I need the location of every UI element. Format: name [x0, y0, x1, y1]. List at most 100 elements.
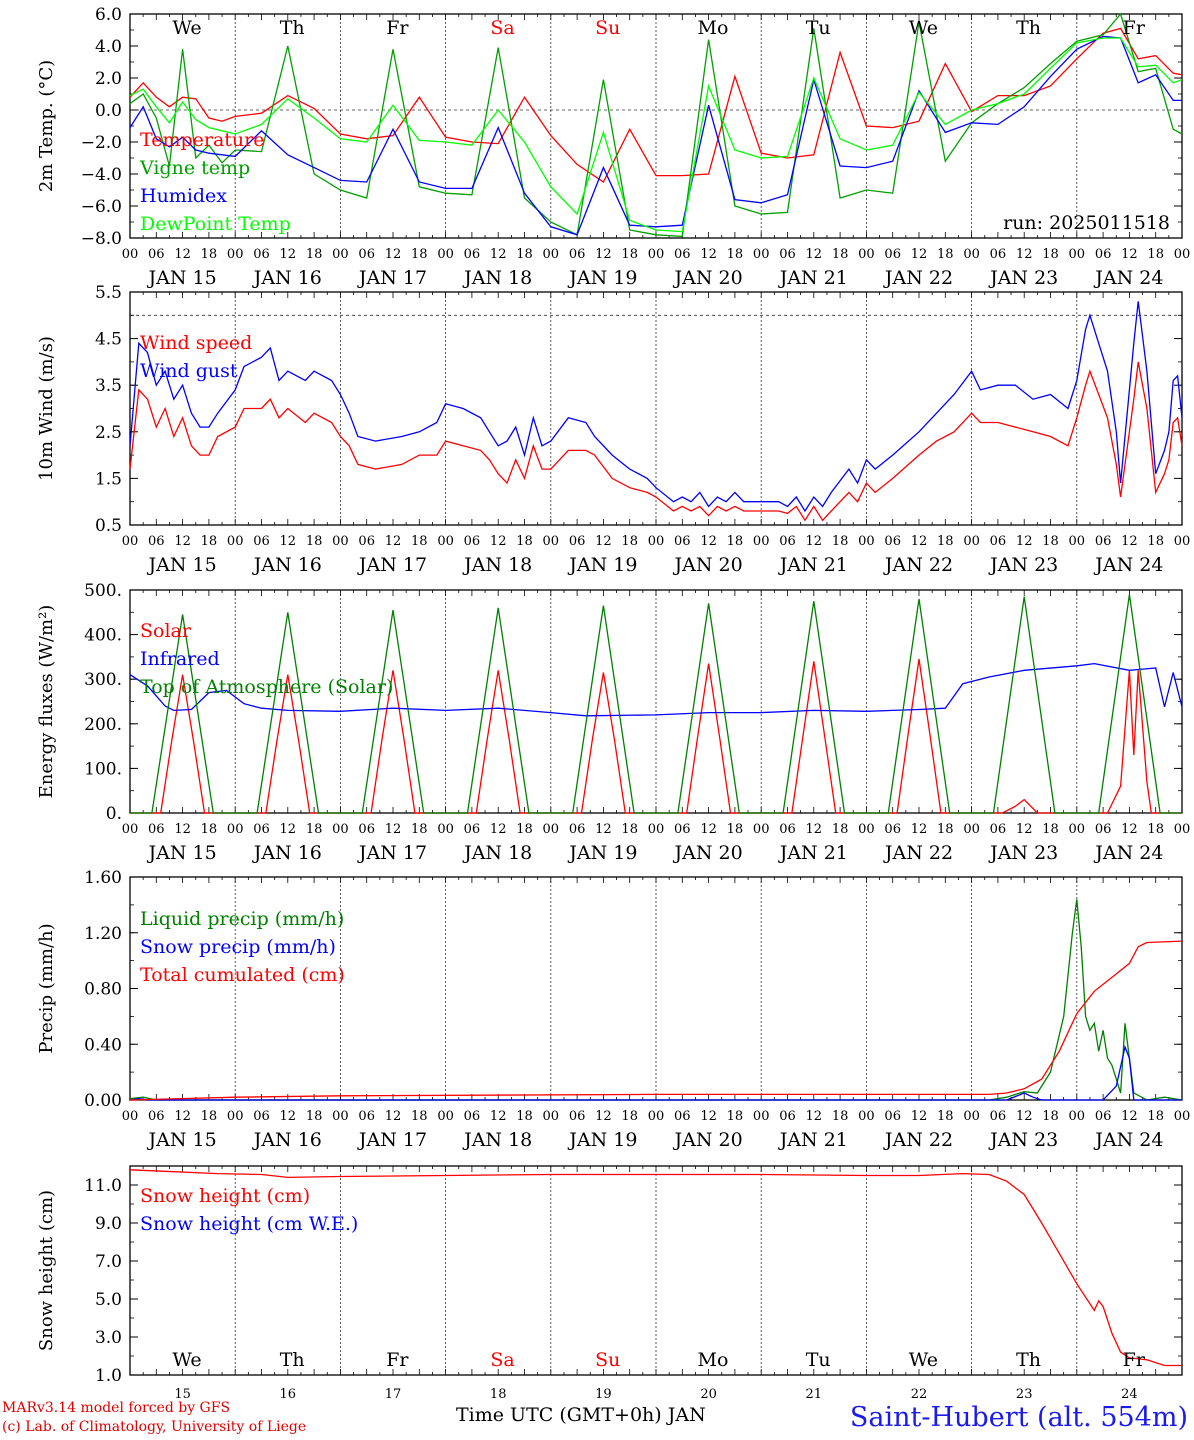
- hour-tick-label: 00: [753, 822, 770, 837]
- hour-tick-label: 12: [280, 534, 297, 549]
- day-label: JAN 21: [778, 554, 848, 576]
- hour-tick-label: 00: [122, 247, 139, 262]
- day-label: JAN 24: [1093, 554, 1163, 576]
- day-label: JAN 23: [988, 1129, 1058, 1151]
- hour-tick-label: 12: [490, 1109, 507, 1124]
- day-label: JAN 23: [988, 554, 1058, 576]
- hour-tick-label: 18: [306, 534, 323, 549]
- hour-tick-label: 00: [753, 534, 770, 549]
- hour-tick-label: 12: [385, 1109, 402, 1124]
- legend-entry: Wind gust: [140, 360, 238, 382]
- hour-tick-label: 06: [1095, 1109, 1112, 1124]
- hour-tick-label: 06: [779, 822, 796, 837]
- y-tick-label: 9.0: [95, 1214, 122, 1234]
- hour-tick-label: 00: [332, 247, 349, 262]
- day-number-label: 22: [911, 1387, 928, 1402]
- hour-tick-label: 18: [1042, 247, 1059, 262]
- hour-tick-label: 18: [1147, 247, 1164, 262]
- hour-tick-label: 06: [990, 822, 1007, 837]
- hour-tick-label: 18: [1147, 1109, 1164, 1124]
- hour-tick-label: 18: [727, 247, 744, 262]
- weekday-label: Su: [595, 1349, 620, 1371]
- hour-tick-label: 00: [122, 534, 139, 549]
- weekday-label: Th: [1016, 17, 1041, 39]
- hour-tick-label: 12: [595, 534, 612, 549]
- day-label: JAN 22: [883, 267, 953, 289]
- day-label: JAN 19: [567, 267, 637, 289]
- hour-tick-label: 12: [595, 247, 612, 262]
- hour-tick-label: 06: [674, 534, 691, 549]
- day-label: JAN 24: [1093, 842, 1163, 864]
- hour-tick-label: 12: [1016, 247, 1033, 262]
- weekday-label: We: [172, 1349, 201, 1371]
- hour-tick-label: 06: [464, 1109, 481, 1124]
- day-label: JAN 16: [252, 1129, 322, 1151]
- weekday-label: We: [909, 17, 938, 39]
- hour-tick-label: 12: [174, 247, 191, 262]
- hour-tick-label: 12: [911, 1109, 928, 1124]
- legend-entry: Snow precip (mm/h): [140, 936, 336, 958]
- hour-tick-label: 12: [700, 534, 717, 549]
- y-tick-label: 2.5: [95, 423, 122, 443]
- weekday-label: Fr: [386, 1349, 409, 1371]
- legend-entry: Liquid precip (mm/h): [140, 908, 344, 930]
- hour-tick-label: 12: [700, 1109, 717, 1124]
- hour-tick-label: 06: [253, 822, 270, 837]
- day-label: JAN 15: [147, 842, 217, 864]
- hour-tick-label: 12: [490, 822, 507, 837]
- day-label: JAN 20: [673, 554, 743, 576]
- y-tick-label: 0.0: [95, 101, 122, 121]
- hour-tick-label: 12: [1016, 1109, 1033, 1124]
- hour-tick-label: 00: [648, 1109, 665, 1124]
- series-line: [129, 1044, 1182, 1101]
- weekday-label: Sa: [490, 1349, 514, 1371]
- hour-tick-label: 06: [990, 534, 1007, 549]
- y-tick-label: 3.0: [95, 1328, 122, 1348]
- hour-tick-label: 12: [385, 247, 402, 262]
- hour-tick-label: 00: [1069, 534, 1086, 549]
- hour-tick-label: 00: [437, 534, 454, 549]
- hour-tick-label: 00: [1174, 822, 1191, 837]
- day-label: JAN 23: [988, 267, 1058, 289]
- hour-tick-label: 18: [1042, 1109, 1059, 1124]
- hour-tick-label: 00: [1069, 247, 1086, 262]
- hour-tick-label: 00: [858, 247, 875, 262]
- hour-tick-label: 12: [1121, 822, 1138, 837]
- legend-entry: Top of Atmosphere (Solar): [140, 676, 393, 698]
- hour-tick-label: 06: [569, 534, 586, 549]
- y-tick-label: 1.0: [95, 1366, 122, 1386]
- hour-tick-label: 12: [700, 822, 717, 837]
- weekday-label: Th: [280, 1349, 305, 1371]
- hour-tick-label: 06: [358, 822, 375, 837]
- y-tick-label: −4.0: [81, 165, 122, 185]
- y-tick-label: 2.0: [95, 69, 122, 89]
- weekday-label: We: [172, 17, 201, 39]
- hour-tick-label: 00: [648, 247, 665, 262]
- legend-entry: Vigne temp: [139, 157, 250, 179]
- hour-tick-label: 12: [806, 822, 823, 837]
- hour-tick-label: 00: [332, 1109, 349, 1124]
- series-line: [129, 301, 1183, 513]
- weekday-label: Su: [595, 17, 620, 39]
- day-label: JAN 24: [1093, 1129, 1163, 1151]
- legend-entry: Snow height (cm): [140, 1185, 310, 1207]
- legend-entry: DewPoint Temp: [140, 213, 291, 235]
- legend-entry: Solar: [140, 620, 192, 642]
- hour-tick-label: 18: [411, 822, 428, 837]
- weekday-label: Fr: [1123, 1349, 1146, 1371]
- hour-tick-label: 06: [1095, 822, 1112, 837]
- legend-entry: Infrared: [140, 648, 220, 670]
- hour-tick-label: 12: [174, 1109, 191, 1124]
- x-axis-label: Time UTC (GMT+0h) JAN: [456, 1404, 706, 1426]
- hour-tick-label: 06: [779, 247, 796, 262]
- hour-tick-label: 18: [201, 534, 218, 549]
- day-label: JAN 18: [462, 842, 532, 864]
- weekday-label: Fr: [1123, 17, 1146, 39]
- hour-tick-label: 06: [358, 247, 375, 262]
- hour-tick-label: 06: [990, 1109, 1007, 1124]
- hour-tick-label: 18: [832, 247, 849, 262]
- day-label: JAN 17: [357, 554, 427, 576]
- y-tick-label: 6.0: [95, 5, 122, 25]
- legend-entry: Snow height (cm W.E.): [140, 1213, 358, 1235]
